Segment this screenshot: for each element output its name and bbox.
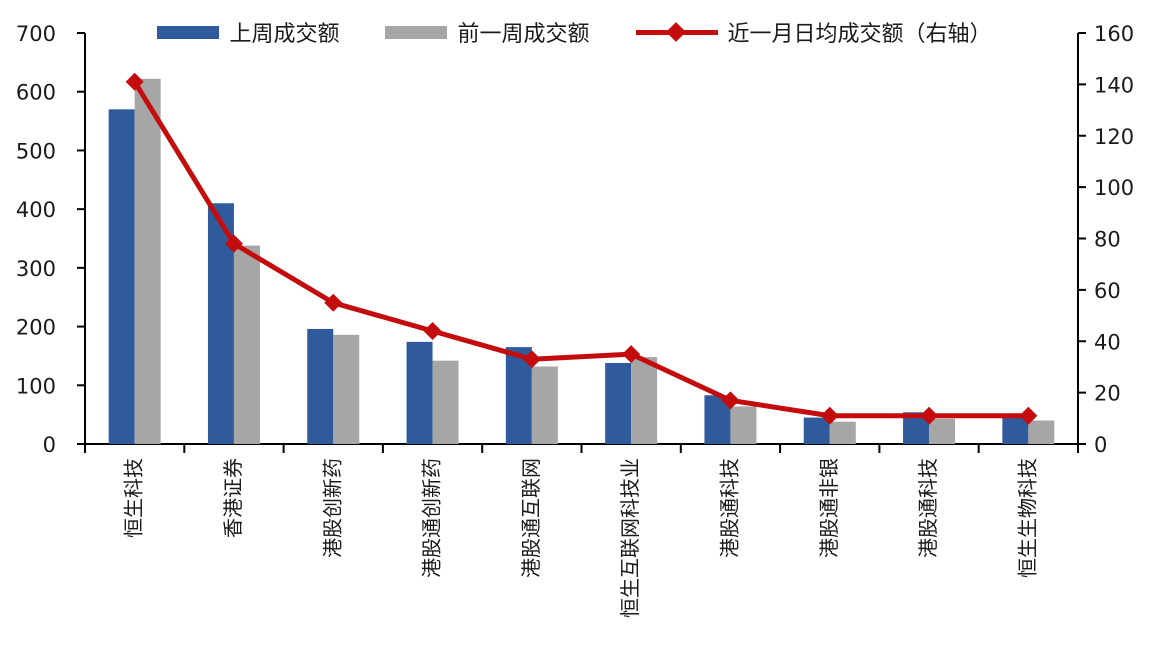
line-diamond-marker-icon: [622, 345, 641, 364]
line-diamond-marker-icon: [522, 350, 541, 369]
bar-prev-week: [531, 366, 558, 444]
bar-last-week: [307, 328, 334, 444]
line-diamond-marker-icon: [324, 293, 343, 312]
line-diamond-marker-icon: [423, 321, 442, 340]
bar-last-week: [108, 109, 135, 444]
line-monthly-avg: [132, 79, 1031, 419]
bar-prev-week: [730, 406, 757, 444]
x-axis-label: 港股创新药: [320, 458, 344, 558]
left-axis-label: 600: [16, 81, 56, 105]
right-axis-label: 160: [1094, 22, 1134, 46]
bar-prev-week: [929, 418, 956, 444]
bar-last-week: [803, 417, 830, 444]
line-diamond-marker-icon: [920, 406, 939, 425]
line-diamond-marker-icon: [820, 406, 839, 425]
bar-prev-week: [233, 245, 260, 444]
bar-prev-week: [829, 421, 856, 444]
left-axis-label: 100: [16, 374, 56, 398]
right-axis-label: 40: [1094, 330, 1121, 354]
left-axis-label: 0: [43, 433, 56, 457]
bar-prev-week: [631, 357, 658, 444]
bar-last-week: [605, 362, 632, 444]
bar-last-week: [1002, 416, 1029, 444]
bar-prev-week: [1028, 420, 1055, 444]
x-axis-label: 恒生科技: [122, 458, 146, 538]
x-axis-label: 港股通非银: [817, 458, 841, 558]
line-diamond-marker-icon: [1019, 406, 1038, 425]
bar-prev-week: [432, 360, 459, 444]
left-axis-label: 400: [16, 198, 56, 222]
line-diamond-marker-icon: [125, 72, 144, 91]
x-axis-label: 港股通科技: [717, 458, 741, 558]
left-axis-label: 700: [16, 22, 56, 46]
right-axis-label: 60: [1094, 279, 1121, 303]
x-axis-label: 恒生生物科技: [1015, 458, 1039, 578]
left-axis-label: 200: [16, 316, 56, 340]
x-axis-label: 港股通互联网: [519, 458, 543, 578]
right-axis-label: 100: [1094, 176, 1134, 200]
left-axis-label: 300: [16, 257, 56, 281]
x-axis-label: 香港证券: [221, 458, 245, 538]
line-diamond-marker-icon: [224, 234, 243, 253]
x-axis-label: 恒生互联网科技业: [618, 458, 642, 618]
right-axis-label: 120: [1094, 125, 1134, 149]
left-axis-label: 500: [16, 139, 56, 163]
right-axis-label: 20: [1094, 382, 1121, 406]
bar-prev-week: [333, 334, 360, 444]
right-axis-label: 140: [1094, 73, 1134, 97]
right-axis-label: 0: [1094, 433, 1107, 457]
bar-prev-week: [134, 78, 161, 444]
right-axis-label: 80: [1094, 228, 1121, 252]
bar-last-week: [406, 341, 433, 444]
line-diamond-marker-icon: [721, 391, 740, 410]
x-axis-label: 港股通创新药: [420, 458, 444, 578]
x-axis-label: 港股通科技: [916, 458, 940, 558]
